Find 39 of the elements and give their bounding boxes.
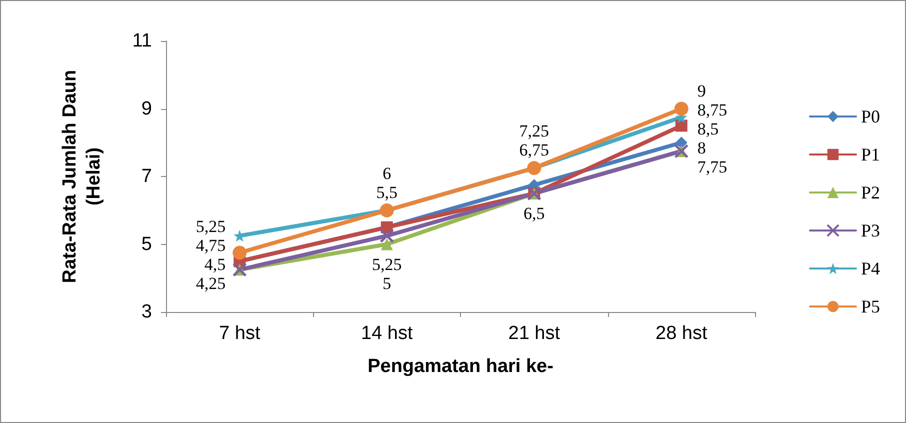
point: [232, 246, 247, 260]
x-tick-label: 21 hst: [508, 323, 561, 344]
data-label: 4,5: [204, 254, 226, 274]
y-axis-title: Rata-Rata Jumlah Daun (Helai): [60, 70, 104, 284]
data-label: 5,5: [376, 182, 398, 202]
data-label: 9: [697, 82, 706, 101]
x-tick-label: 28 hst: [655, 323, 708, 344]
y-tick-label: 11: [132, 30, 152, 52]
legend-label: P1: [860, 144, 880, 164]
point: [675, 120, 688, 132]
y-tick-label: 9: [141, 98, 152, 120]
x-tick-label: 14 hst: [360, 323, 414, 344]
x-tick-label: 7 hst: [219, 323, 261, 344]
legend-label: P0: [860, 106, 880, 126]
point: [674, 102, 688, 116]
legend-label: P3: [860, 220, 880, 240]
data-label: 8,75: [697, 100, 728, 120]
point: [675, 136, 688, 149]
y-tick-label: 3: [141, 302, 152, 322]
y-tick-label: 5: [141, 234, 152, 255]
data-label: 7,75: [697, 158, 728, 177]
data-label: 6,75: [519, 140, 549, 160]
data-label: 6,5: [524, 204, 545, 223]
data-label: 5,25: [372, 254, 402, 274]
data-label: 8,5: [697, 120, 719, 139]
data-label: 5,25: [196, 216, 226, 236]
legend-label: P5: [860, 296, 880, 316]
data-label: 4,75: [196, 236, 226, 255]
point: [380, 228, 394, 244]
data-label: 5: [382, 274, 392, 293]
data-label: 6: [382, 164, 392, 183]
legend-label: P4: [860, 258, 880, 278]
data-label: 7,25: [519, 122, 549, 141]
legend-label: P2: [860, 182, 880, 202]
data-label: 4,25: [196, 274, 226, 293]
point: [380, 238, 393, 250]
y-tick-label: 7: [141, 166, 152, 187]
data-label: 8: [697, 138, 706, 158]
x-axis-title: Pengamatan hari ke-: [368, 356, 554, 377]
